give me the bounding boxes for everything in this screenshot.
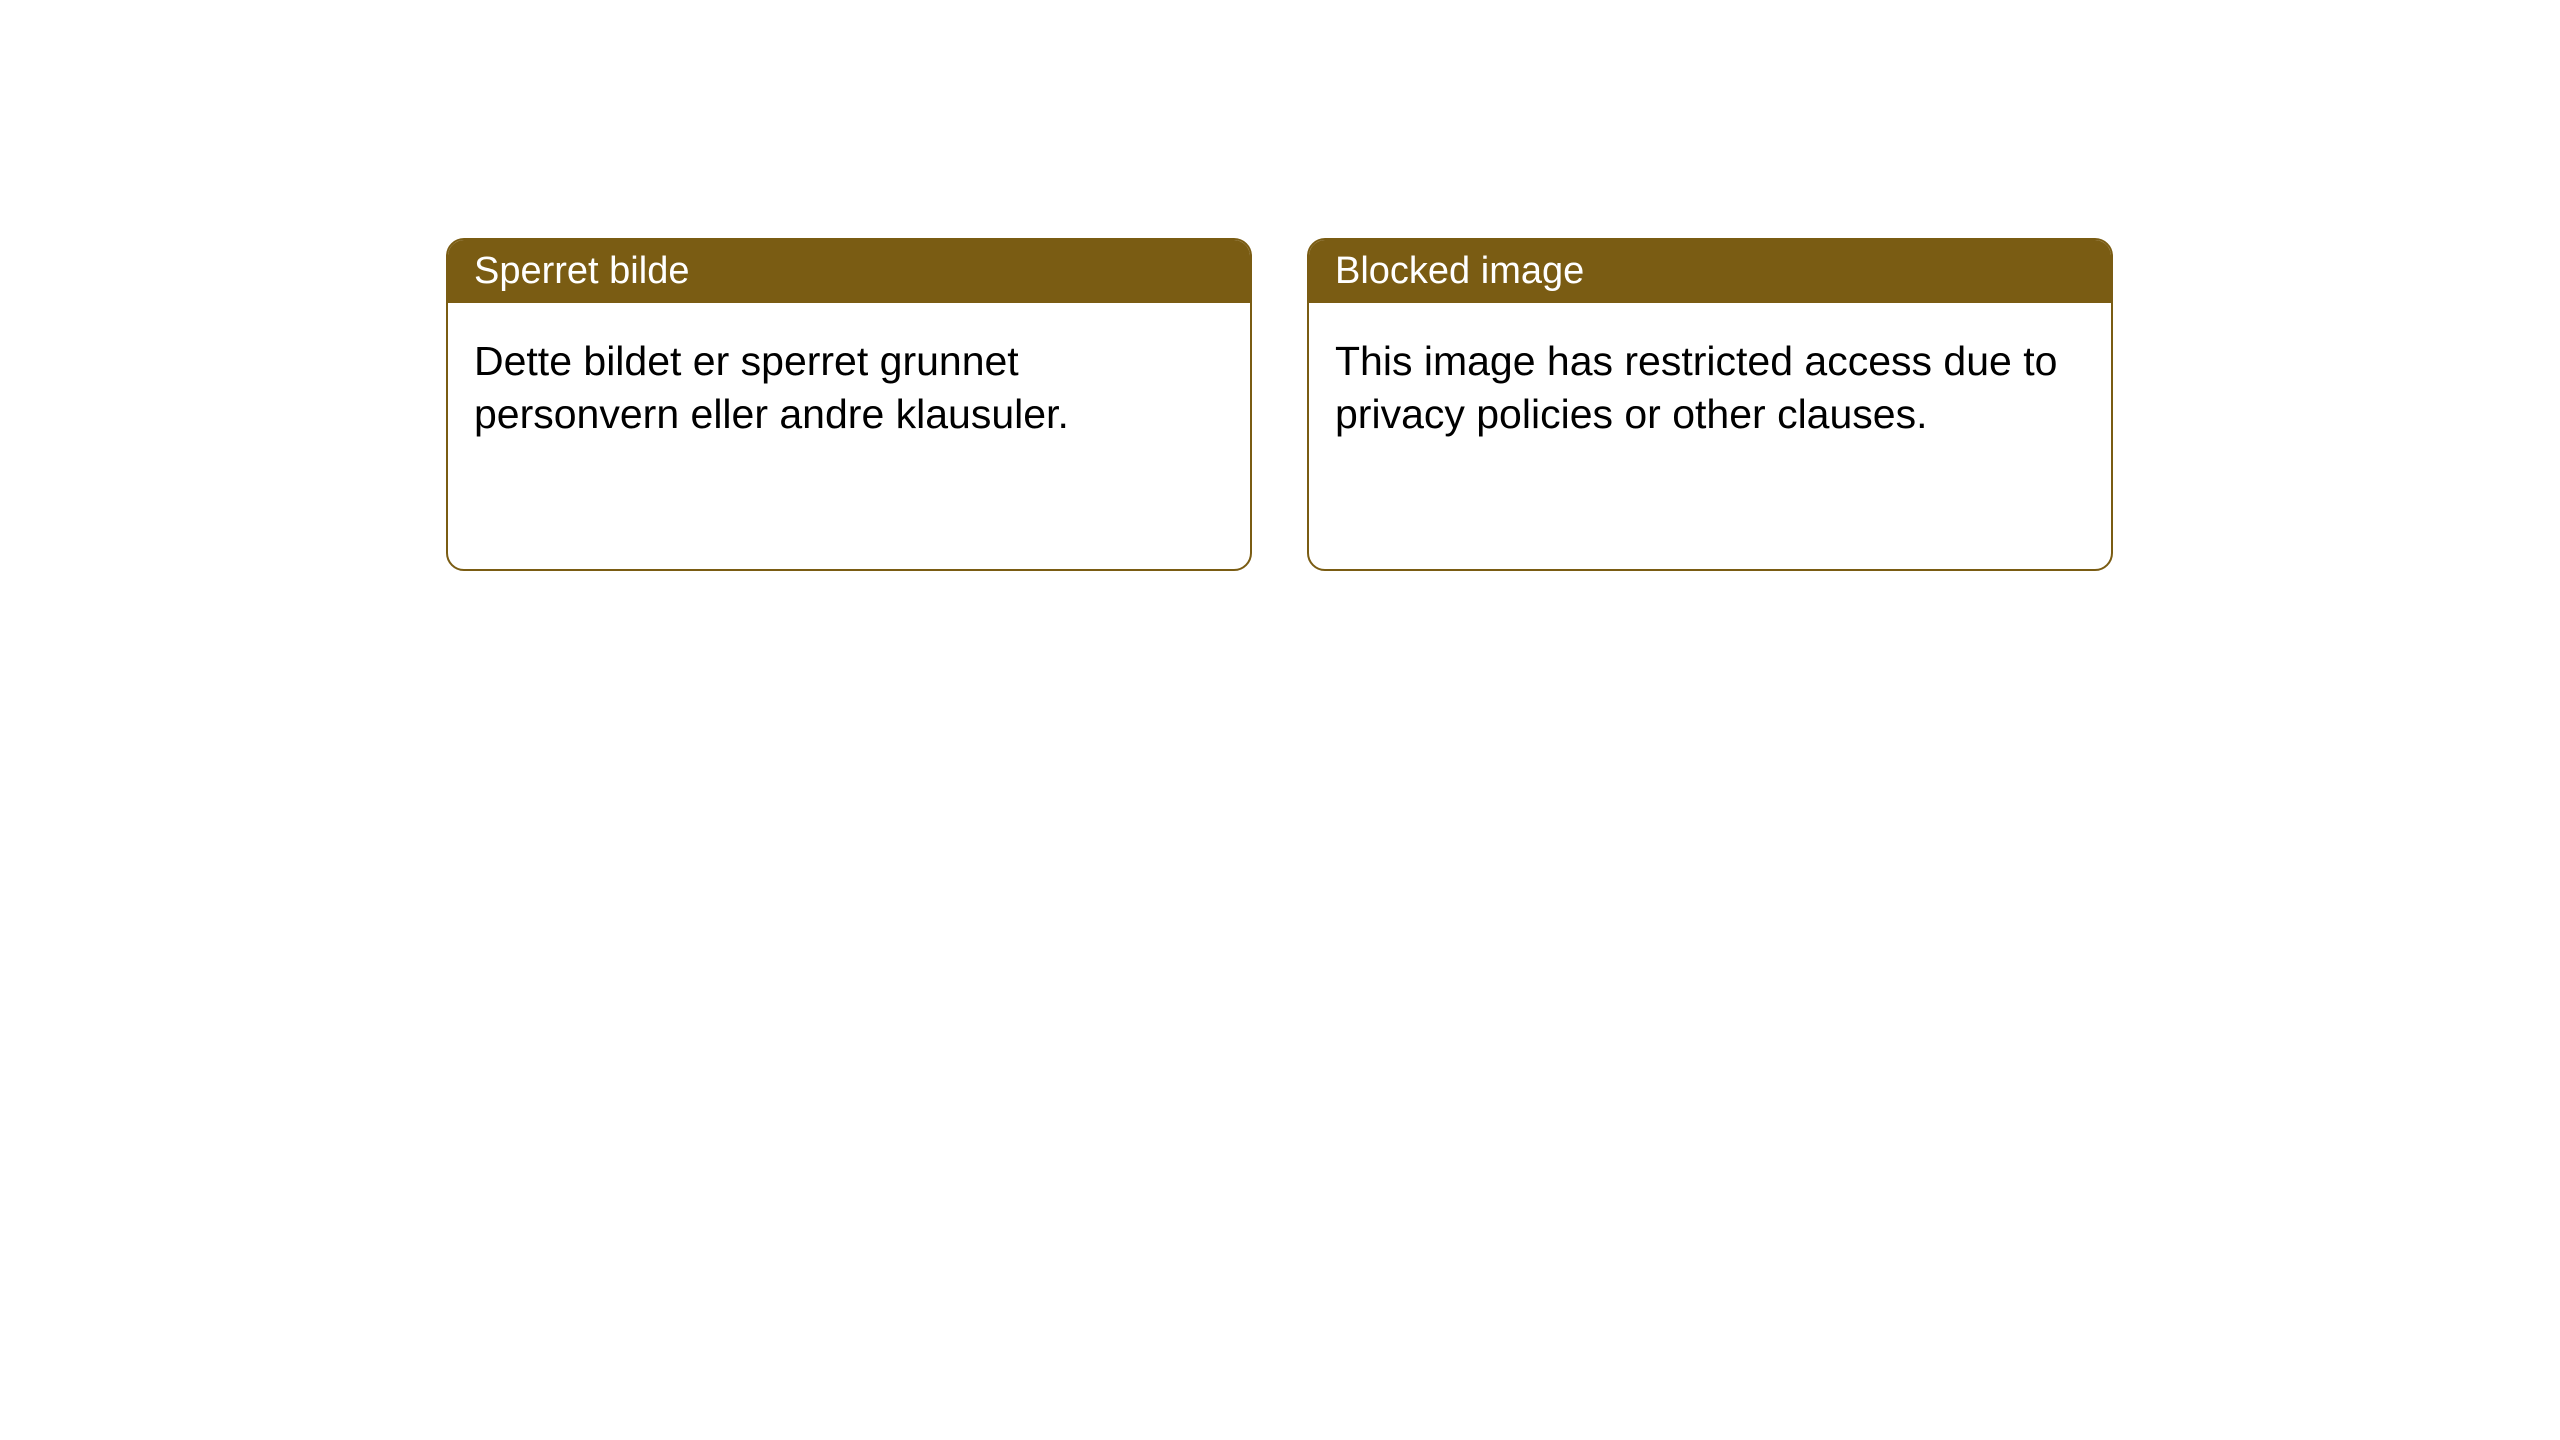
notice-body-text: Dette bildet er sperret grunnet personve… bbox=[474, 338, 1069, 437]
notice-body: Dette bildet er sperret grunnet personve… bbox=[448, 303, 1250, 474]
notice-header: Blocked image bbox=[1309, 240, 2111, 303]
notice-title: Blocked image bbox=[1335, 250, 1584, 292]
notice-box-norwegian: Sperret bilde Dette bildet er sperret gr… bbox=[446, 238, 1252, 571]
notice-title: Sperret bilde bbox=[474, 250, 689, 292]
notice-container: Sperret bilde Dette bildet er sperret gr… bbox=[0, 0, 2560, 571]
notice-header: Sperret bilde bbox=[448, 240, 1250, 303]
notice-body: This image has restricted access due to … bbox=[1309, 303, 2111, 474]
notice-box-english: Blocked image This image has restricted … bbox=[1307, 238, 2113, 571]
notice-body-text: This image has restricted access due to … bbox=[1335, 338, 2057, 437]
